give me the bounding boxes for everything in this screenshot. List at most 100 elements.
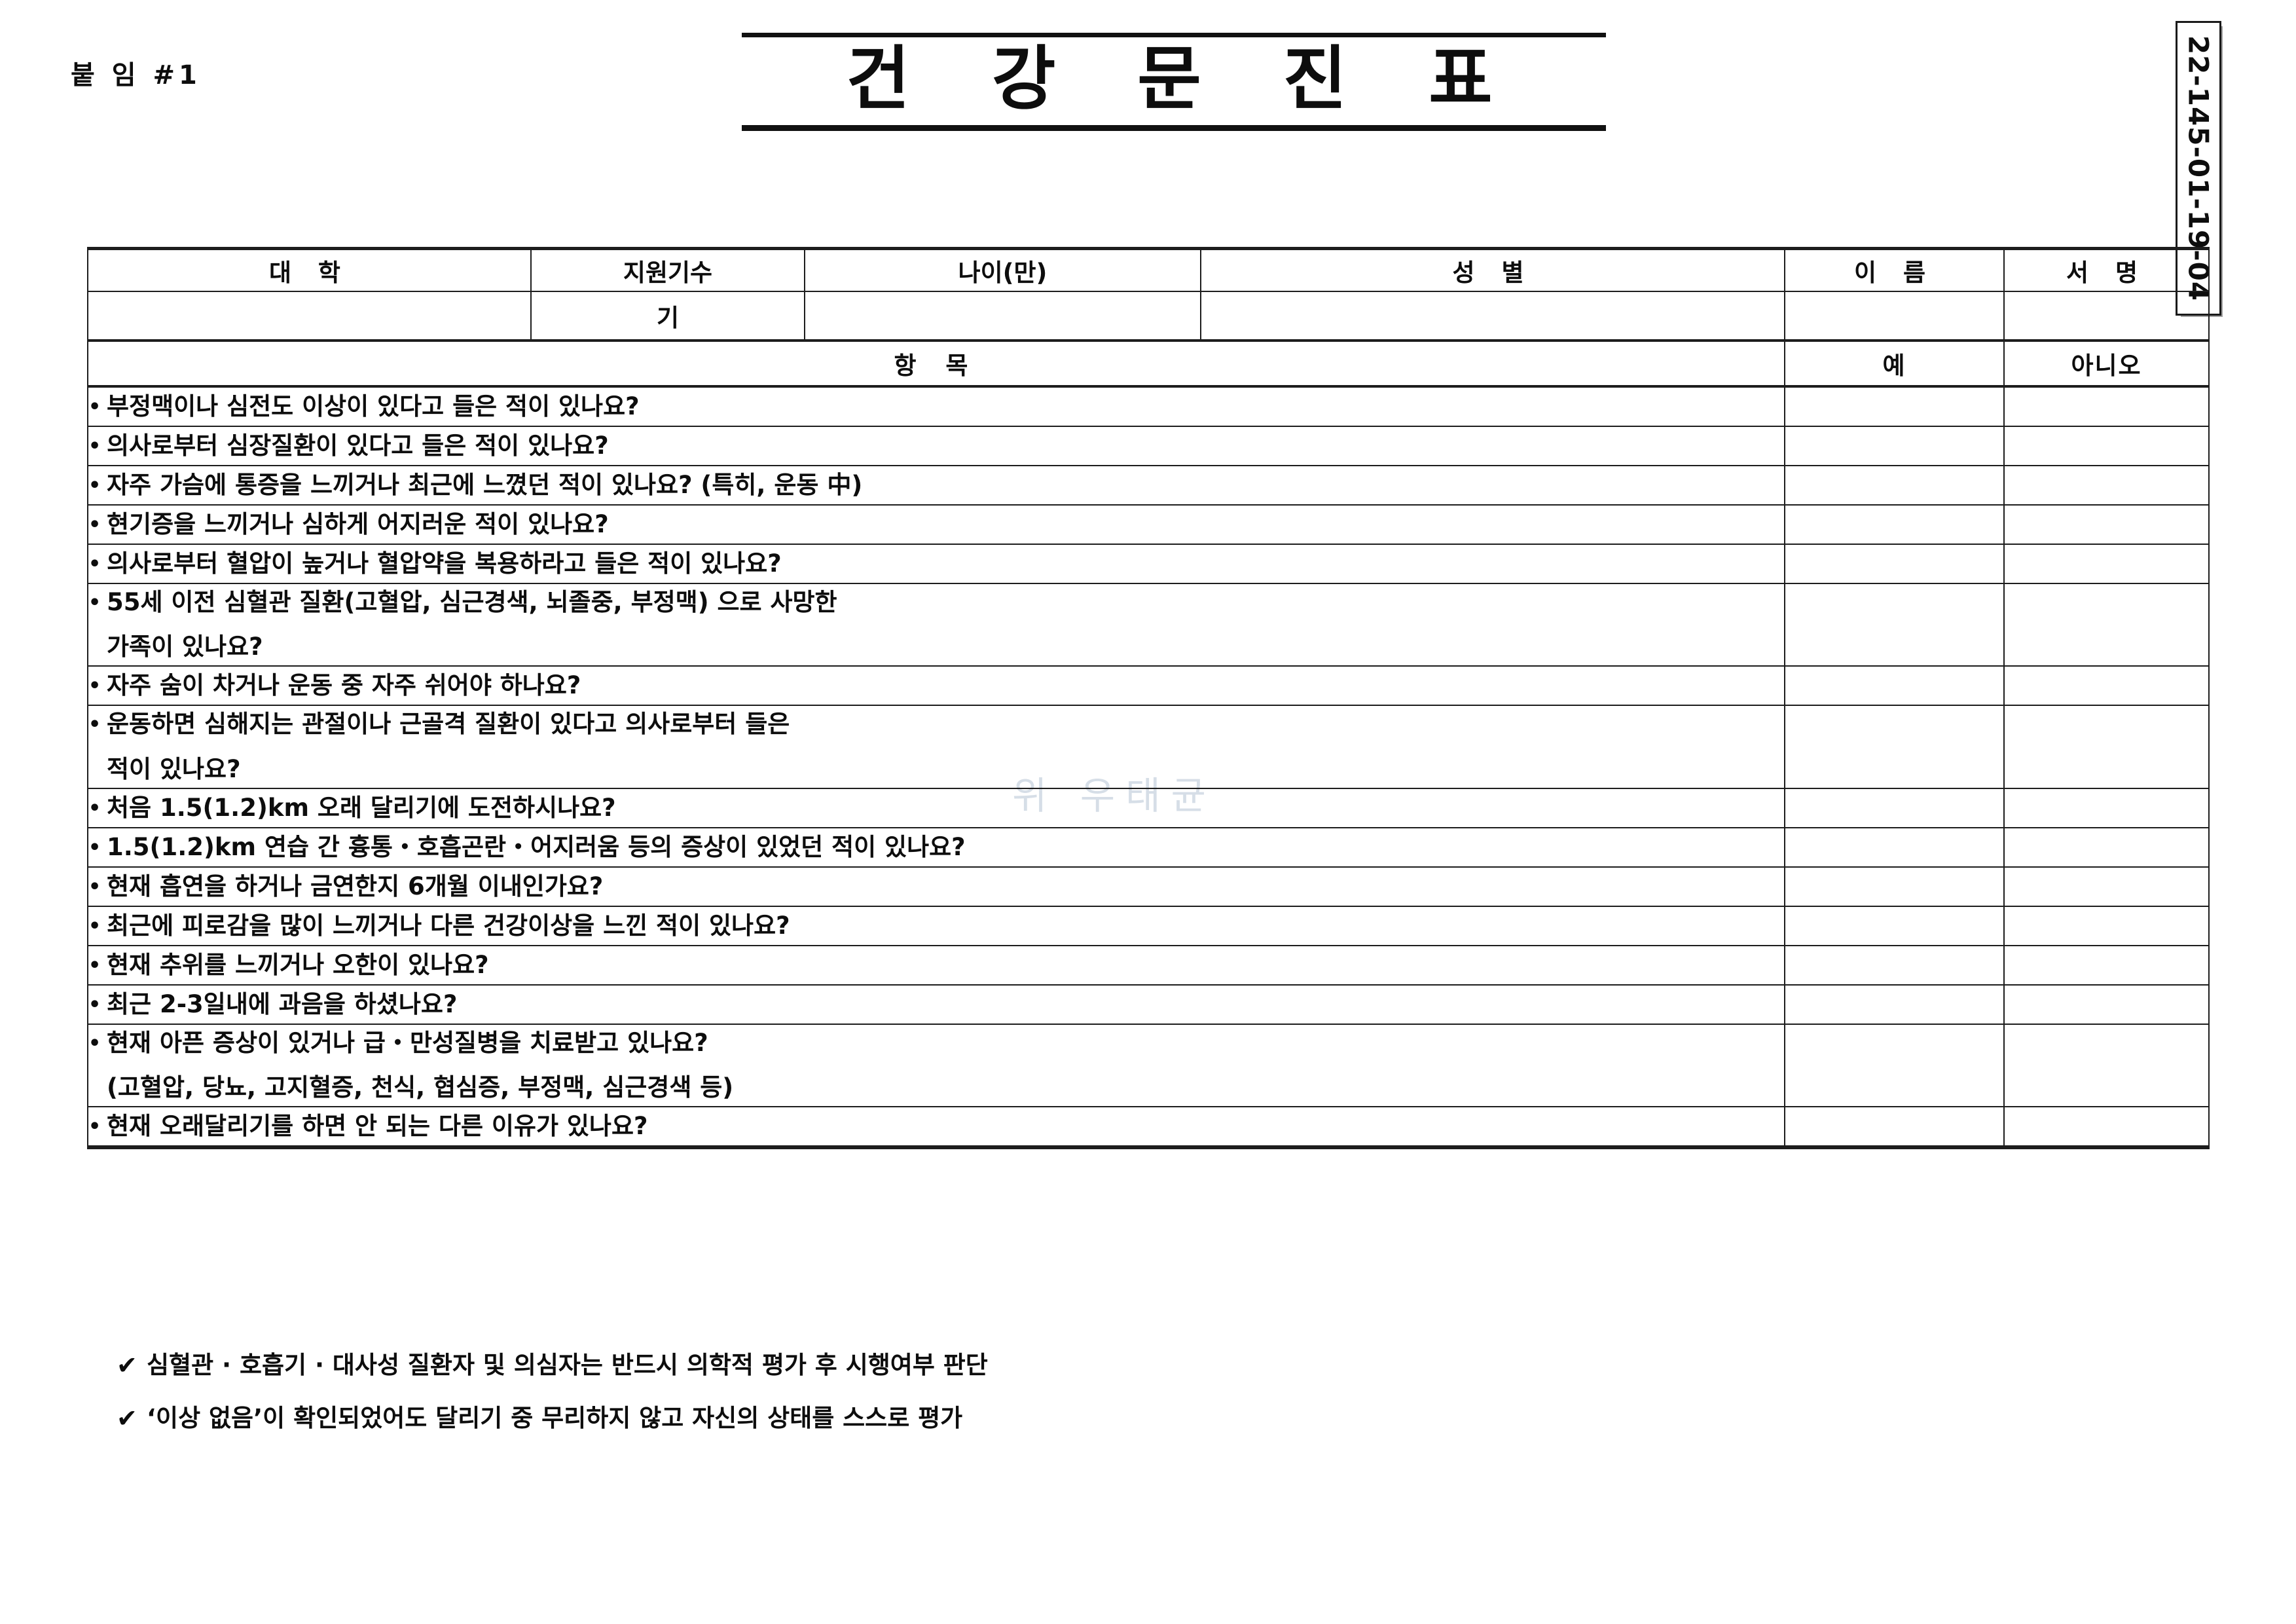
bullet-icon: • — [88, 875, 101, 898]
question-line-1: 최근 2-3일내에 과음을 하셨나요? — [107, 989, 458, 1018]
bullet-icon: • — [88, 552, 101, 576]
question-row: • 현기증을 느끼거나 심하게 어지러운 적이 있나요? — [86, 504, 2210, 545]
footer-note-text: 심혈관 · 호흡기 · 대사성 질환자 및 의심자는 반드시 의학적 평가 후 … — [147, 1351, 988, 1379]
answer-yes-checkbox[interactable] — [1784, 905, 2005, 946]
bullet-icon: • — [88, 914, 101, 938]
question-line-1: 운동하면 심해지는 관절이나 근골격 질환이 있다고 의사로부터 들은 — [107, 710, 790, 739]
bullet-icon: • — [88, 993, 101, 1016]
answer-yes-checkbox[interactable] — [1784, 504, 2005, 545]
question-line-1: 최근에 피로감을 많이 느끼거나 다른 건강이상을 느낀 적이 있나요? — [107, 911, 790, 940]
answer-yes-checkbox[interactable] — [1784, 944, 2005, 986]
field-name[interactable] — [1784, 291, 2005, 342]
question-line-1: 현재 추위를 느끼거나 오한이 있나요? — [107, 950, 489, 979]
header-item: 항 목 — [86, 340, 1786, 388]
question-row: • 현재 추위를 느끼거나 오한이 있나요? — [86, 944, 2210, 986]
question-row: • 자주 가슴에 통증을 느끼거나 최근에 느꼈던 적이 있나요? (특히, 운동… — [86, 465, 2210, 506]
answer-no-checkbox[interactable] — [2003, 787, 2210, 828]
bullet-icon: • — [88, 836, 101, 859]
question-line-1: 부정맥이나 심전도 이상이 있다고 들은 적이 있나요? — [107, 392, 640, 420]
field-signature[interactable] — [2003, 291, 2210, 342]
question-row: • 현재 아픈 증상이 있거나 급・만성질병을 치료받고 있나요? (고혈압, 당뇨… — [86, 1023, 2210, 1108]
answer-no-checkbox[interactable] — [2003, 826, 2210, 868]
bullet-icon: • — [88, 591, 101, 614]
answer-no-checkbox[interactable] — [2003, 1106, 2210, 1150]
bullet-icon: • — [88, 473, 101, 497]
field-age[interactable] — [803, 291, 1202, 342]
question-line-1: 자주 가슴에 통증을 느끼거나 최근에 느꼈던 적이 있나요? (특히, 운동 … — [107, 470, 863, 499]
question-line-2: 가족이 있나요? — [107, 633, 263, 661]
field-cohort[interactable]: 기 — [530, 291, 805, 342]
footer-note: ✔ 심혈관 · 호흡기 · 대사성 질환자 및 의심자는 반드시 의학적 평가 … — [117, 1351, 1819, 1381]
question-line-1: 현재 오래달리기를 하면 안 되는 다른 이유가 있나요? — [107, 1112, 648, 1141]
question-line-1: 의사로부터 심장질환이 있다고 들은 적이 있나요? — [107, 431, 609, 460]
question-row: • 최근 2-3일내에 과음을 하셨나요? — [86, 984, 2210, 1025]
question-text: • 현재 아픈 증상이 있거나 급・만성질병을 치료받고 있나요? (고혈압, 당뇨… — [86, 1023, 1786, 1108]
answer-yes-checkbox[interactable] — [1784, 787, 2005, 828]
question-line-1: 자주 숨이 차거나 운동 중 자주 쉬어야 하나요? — [107, 671, 581, 700]
answer-yes-checkbox[interactable] — [1784, 426, 2005, 466]
question-line-1: 현기증을 느끼거나 심하게 어지러운 적이 있나요? — [107, 509, 609, 538]
answer-yes-checkbox[interactable] — [1784, 705, 2005, 789]
question-row: • 55세 이전 심혈관 질환(고혈압, 심근경색, 뇌졸중, 부정맥) 으로 사… — [86, 582, 2210, 667]
question-line-1: 의사로부터 혈압이 높거나 혈압약을 복용하라고 들은 적이 있나요? — [107, 549, 782, 578]
answer-no-checkbox[interactable] — [2003, 984, 2210, 1025]
answer-no-checkbox[interactable] — [2003, 582, 2210, 667]
answer-no-checkbox[interactable] — [2003, 665, 2210, 707]
question-line-1: 현재 아픈 증상이 있거나 급・만성질병을 치료받고 있나요? — [107, 1028, 708, 1057]
answer-yes-checkbox[interactable] — [1784, 386, 2005, 427]
bullet-icon: • — [88, 674, 101, 698]
question-line-1: 현재 흡연을 하거나 금연한지 6개월 이내인가요? — [107, 872, 604, 900]
question-row: • 현재 흡연을 하거나 금연한지 6개월 이내인가요? — [86, 866, 2210, 907]
page-title-block: 건 강 문 진 표 — [742, 33, 1606, 132]
answer-yes-checkbox[interactable] — [1784, 1106, 2005, 1150]
answer-no-checkbox[interactable] — [2003, 944, 2210, 986]
answer-no-checkbox[interactable] — [2003, 905, 2210, 946]
title-rule-top — [742, 33, 1606, 37]
answer-no-checkbox[interactable] — [2003, 386, 2210, 427]
footer-note-text: ‘이상 없음’이 확인되었어도 달리기 중 무리하지 않고 자신의 상태를 스스… — [147, 1403, 963, 1432]
info-header-row: 대 학 지원기수 나이(만) 성 별 이 름 서 명 — [87, 247, 2210, 292]
bullet-icon: • — [88, 713, 101, 737]
question-text: • 현기증을 느끼거나 심하게 어지러운 적이 있나요? — [86, 504, 1786, 545]
question-text: • 자주 숨이 차거나 운동 중 자주 쉬어야 하나요? — [86, 665, 1786, 707]
header-yes: 예 — [1784, 340, 2005, 388]
bullet-icon: • — [88, 953, 101, 977]
answer-yes-checkbox[interactable] — [1784, 582, 2005, 667]
header-university: 대 학 — [87, 247, 532, 292]
question-line-2: 적이 있나요? — [107, 754, 241, 783]
question-row: • 1.5(1.2)km 연습 간 흉통・호흡곤란・어지러움 등의 증상이 있었던… — [86, 826, 2210, 868]
answer-yes-checkbox[interactable] — [1784, 984, 2005, 1025]
checkmark-icon: ✔ — [117, 1403, 137, 1433]
bullet-icon: • — [88, 796, 101, 820]
question-text: • 1.5(1.2)km 연습 간 흉통・호흡곤란・어지러움 등의 증상이 있었던… — [86, 826, 1786, 868]
field-university[interactable] — [87, 291, 532, 342]
answer-yes-checkbox[interactable] — [1784, 826, 2005, 868]
answer-no-checkbox[interactable] — [2003, 866, 2210, 907]
answer-yes-checkbox[interactable] — [1784, 866, 2005, 907]
answer-yes-checkbox[interactable] — [1784, 544, 2005, 584]
answer-no-checkbox[interactable] — [2003, 705, 2210, 789]
header-gender: 성 별 — [1200, 247, 1786, 292]
section-header-row: 항 목 예 아니오 — [86, 340, 2210, 388]
question-text: • 현재 오래달리기를 하면 안 되는 다른 이유가 있나요? — [86, 1106, 1786, 1150]
question-text: • 55세 이전 심혈관 질환(고혈압, 심근경색, 뇌졸중, 부정맥) 으로 사… — [86, 582, 1786, 667]
footer-note: ✔ ‘이상 없음’이 확인되었어도 달리기 중 무리하지 않고 자신의 상태를 … — [117, 1404, 1819, 1434]
question-row: • 의사로부터 혈압이 높거나 혈압약을 복용하라고 들은 적이 있나요? — [86, 544, 2210, 584]
question-text: • 부정맥이나 심전도 이상이 있다고 들은 적이 있나요? — [86, 386, 1786, 427]
answer-no-checkbox[interactable] — [2003, 426, 2210, 466]
field-gender[interactable] — [1200, 291, 1786, 342]
question-text: • 현재 추위를 느끼거나 오한이 있나요? — [86, 944, 1786, 986]
bullet-icon: • — [88, 434, 101, 458]
title-rule-bottom — [742, 125, 1606, 132]
answer-no-checkbox[interactable] — [2003, 1023, 2210, 1108]
answer-yes-checkbox[interactable] — [1784, 465, 2005, 506]
answer-yes-checkbox[interactable] — [1784, 665, 2005, 707]
answer-no-checkbox[interactable] — [2003, 544, 2210, 584]
answer-yes-checkbox[interactable] — [1784, 1023, 2005, 1108]
health-questionnaire-table: 대 학 지원기수 나이(만) 성 별 이 름 서 명 기 항 목 예 아니오 •… — [86, 247, 2210, 1150]
checkmark-icon: ✔ — [117, 1351, 137, 1380]
question-row: • 의사로부터 심장질환이 있다고 들은 적이 있나요? — [86, 426, 2210, 466]
answer-no-checkbox[interactable] — [2003, 465, 2210, 506]
answer-no-checkbox[interactable] — [2003, 504, 2210, 545]
